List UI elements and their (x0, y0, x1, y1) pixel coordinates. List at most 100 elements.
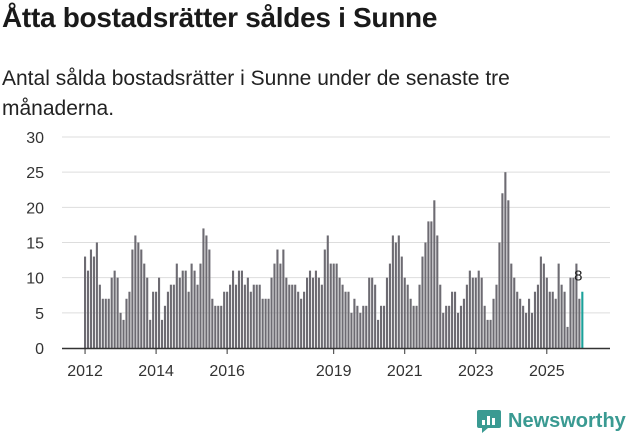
bar (187, 291, 190, 348)
bar (285, 277, 288, 348)
bar (498, 242, 501, 348)
bar (451, 291, 454, 348)
bar (240, 270, 243, 348)
bar (155, 291, 158, 348)
bar (261, 298, 264, 348)
bar (311, 277, 315, 348)
bar (462, 298, 465, 348)
bar (178, 277, 181, 348)
bar (371, 277, 374, 348)
bar (436, 235, 439, 348)
bar (211, 298, 214, 348)
bar (454, 291, 457, 348)
bar (131, 249, 134, 348)
bar (104, 298, 107, 348)
bar (548, 291, 551, 348)
bar (220, 305, 223, 348)
bar (519, 298, 522, 348)
bar (264, 298, 267, 348)
bar (406, 284, 409, 348)
bar (291, 284, 294, 348)
bar (510, 263, 513, 348)
bar (456, 312, 460, 348)
bar (539, 256, 542, 348)
bar (229, 284, 232, 348)
x-tick-label: 2025 (529, 363, 565, 380)
bar (297, 291, 300, 348)
bar (258, 284, 261, 348)
bar (572, 277, 575, 348)
x-axis: 2012 2014 2016 2019 2021 2023 2025 (62, 347, 610, 380)
bar (356, 305, 359, 348)
bar (338, 277, 341, 348)
bar (394, 242, 397, 348)
bar (252, 284, 255, 348)
bar (134, 235, 137, 348)
bar (439, 284, 442, 348)
bar (98, 284, 101, 348)
bar (347, 291, 350, 348)
bar (270, 277, 273, 348)
bar (421, 256, 424, 348)
bar (403, 277, 406, 348)
highlight-data-label: 8 (574, 268, 582, 285)
bar (507, 200, 510, 348)
x-tick-label: 2014 (138, 363, 174, 380)
bar (273, 263, 276, 348)
bar (92, 256, 95, 348)
bar (504, 172, 507, 348)
bar (400, 256, 403, 348)
bar (560, 284, 563, 348)
bar (214, 305, 217, 348)
y-axis-ticks: 0 5 10 15 20 25 30 (26, 130, 44, 358)
bar (152, 291, 155, 348)
bar (175, 263, 178, 348)
bar (181, 270, 184, 348)
bar (243, 284, 246, 348)
bar (95, 242, 98, 348)
bar (184, 270, 187, 348)
bar (489, 319, 492, 348)
bar (116, 277, 119, 348)
bar (190, 263, 193, 348)
bar (306, 277, 309, 348)
bar (459, 305, 463, 348)
bar (320, 284, 323, 348)
bar (196, 284, 199, 348)
chart-subtitle: Antal sålda bostadsrätter i Sunne under … (2, 67, 510, 120)
bar (249, 291, 252, 348)
bar (160, 319, 164, 348)
bar (359, 312, 362, 348)
bar (542, 263, 545, 348)
bar (430, 221, 433, 348)
bar (501, 193, 504, 348)
bar (226, 291, 229, 348)
bar (528, 298, 531, 348)
bar (232, 270, 235, 348)
bar (433, 200, 436, 348)
bar (323, 249, 326, 348)
chart-title: Åtta bostadsrätter såldes i Sunne (2, 2, 438, 33)
bar (282, 249, 285, 348)
bar (107, 298, 110, 348)
bar (128, 291, 131, 348)
bar (308, 270, 312, 348)
bar (368, 277, 371, 348)
bar (365, 305, 368, 348)
bar (341, 284, 344, 348)
bar (267, 298, 270, 348)
bar (545, 277, 548, 348)
bar (246, 277, 249, 348)
brand: Newsworthy (476, 408, 626, 434)
bar (314, 270, 317, 348)
bar-highlight (581, 291, 584, 348)
bar (442, 312, 445, 348)
bar (353, 298, 356, 348)
bar (477, 270, 480, 348)
bar (522, 305, 525, 348)
bar (566, 326, 569, 348)
bar (350, 312, 353, 348)
bar (377, 319, 380, 348)
bar (445, 305, 448, 348)
bar (530, 312, 534, 348)
